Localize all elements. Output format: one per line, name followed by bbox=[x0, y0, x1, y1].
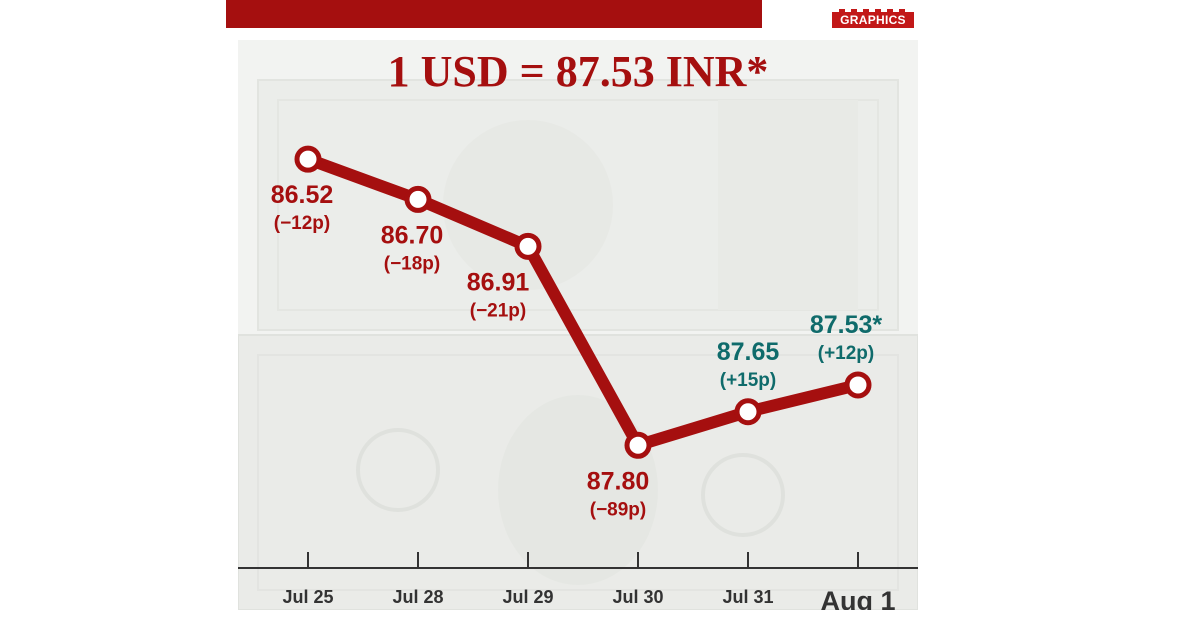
line-segment bbox=[302, 153, 424, 206]
data-labels: 86.52 (−12p) 86.70 (−18p) 86.91 (−21p) 87.80 (−… bbox=[271, 181, 883, 520]
data-label-value: 87.53* bbox=[810, 311, 883, 339]
chart-panel: 1 USD = 87.53 INR* Jul 25 Jul 28 Jul 29 Jul… bbox=[238, 40, 918, 610]
x-tick-label: Aug 1 bbox=[820, 586, 895, 610]
brand-dots-icon bbox=[836, 2, 910, 15]
x-tick-label: Jul 25 bbox=[282, 587, 333, 607]
x-tick-label: Jul 29 bbox=[502, 587, 553, 607]
x-tick-label: Jul 30 bbox=[612, 587, 663, 607]
data-label-value: 86.70 bbox=[381, 221, 444, 249]
data-label-change: (+15p) bbox=[720, 370, 777, 391]
line-segment bbox=[742, 378, 864, 418]
x-tick-label: Jul 31 bbox=[722, 587, 773, 607]
data-point bbox=[734, 398, 762, 426]
data-point bbox=[294, 145, 322, 173]
data-point bbox=[624, 431, 652, 459]
data-label-value: 87.80 bbox=[587, 467, 650, 495]
data-label-change: (−12p) bbox=[274, 213, 331, 234]
line-chart: 1 USD = 87.53 INR* Jul 25 Jul 28 Jul 29 Jul… bbox=[238, 47, 918, 610]
data-label-change: (+12p) bbox=[818, 343, 875, 364]
line-segment bbox=[522, 240, 644, 452]
data-label-change: (−18p) bbox=[384, 253, 441, 274]
data-point bbox=[844, 371, 872, 399]
data-label-value: 86.91 bbox=[467, 268, 530, 296]
x-tick-label: Jul 28 bbox=[392, 587, 443, 607]
header-bar bbox=[226, 0, 762, 28]
data-label-value: 87.65 bbox=[717, 338, 780, 366]
data-point bbox=[514, 232, 542, 260]
data-point bbox=[404, 185, 432, 213]
data-label-change: (−21p) bbox=[470, 300, 527, 321]
brand-label: GRAPHICS bbox=[832, 12, 914, 28]
data-label-change: (−89p) bbox=[590, 499, 647, 520]
line-segment bbox=[412, 193, 534, 253]
chart-title: 1 USD = 87.53 INR* bbox=[388, 47, 769, 96]
brand-logo: GRAPHICS bbox=[832, 0, 914, 30]
series-usd-inr bbox=[294, 145, 872, 459]
x-axis-ticks: Jul 25 Jul 28 Jul 29 Jul 30 Jul 31 Aug 1 bbox=[282, 552, 896, 610]
line-segment bbox=[632, 405, 754, 452]
data-label-value: 86.52 bbox=[271, 181, 334, 209]
